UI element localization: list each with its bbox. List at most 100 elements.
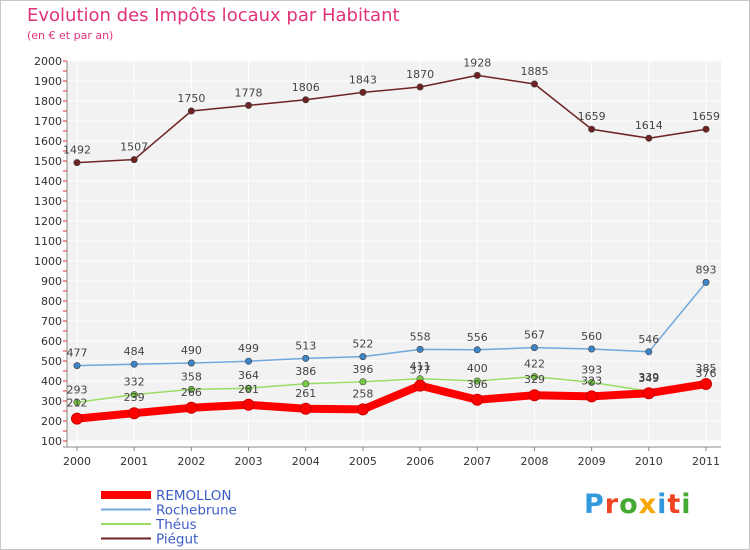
y-tick-label: 1300 [34,195,62,208]
series-line-rochebrune [76,281,707,367]
data-label: 499 [238,342,259,355]
data-label: 293 [67,383,88,396]
data-point [473,377,481,385]
data-point [585,390,598,403]
x-tick-label: 2009 [578,455,606,468]
data-point [356,403,369,416]
x-tick-label: 2002 [177,455,205,468]
data-label: 1659 [578,110,606,123]
y-tick-label: 1500 [34,155,62,168]
plot-area [67,61,721,441]
data-point [645,134,653,142]
x-tick-label: 2011 [692,455,720,468]
data-label: 556 [467,331,488,344]
data-label: 349 [638,372,659,385]
data-point [530,344,538,352]
data-label: 484 [124,345,145,358]
logo-letter: P [584,489,605,520]
data-label: 1778 [235,86,263,99]
data-label: 477 [67,347,88,360]
y-tick-label: 500 [41,355,62,368]
data-point [416,345,424,353]
y-tick-label: 300 [41,395,62,408]
data-label: 261 [295,387,316,400]
y-tick-label: 600 [41,335,62,348]
y-tick-label: 1700 [34,115,62,128]
data-label: 1843 [349,73,377,86]
proxiti-logo: Proxiti [584,489,692,520]
data-point [245,101,253,109]
y-tick-label: 700 [41,315,62,328]
y-tick-label: 1000 [34,255,62,268]
data-point [302,354,310,362]
data-label: 329 [524,373,545,386]
chart-subtitle: (en € et par an) [27,29,114,42]
data-label: 386 [295,365,316,378]
y-tick-label: 2000 [34,55,62,68]
data-point [73,362,81,370]
x-tick-label: 2006 [406,455,434,468]
data-point [588,125,596,133]
data-label: 400 [467,362,488,375]
data-label: 377 [410,364,431,377]
y-tick-label: 1200 [34,215,62,228]
data-point [359,353,367,361]
data-point [471,393,484,406]
data-label: 339 [638,371,659,384]
data-label: 490 [181,344,202,357]
data-point [528,389,541,402]
x-tick-label: 2007 [463,455,491,468]
series-line-théus [76,375,707,404]
data-point [130,156,138,164]
data-point [187,107,195,115]
data-label: 266 [181,386,202,399]
data-label: 306 [467,378,488,391]
data-label: 522 [352,338,373,351]
x-tick-label: 2004 [292,455,320,468]
series-line-piégut [76,74,707,164]
logo-letter: i [681,489,692,520]
data-point [128,407,141,420]
data-point [700,378,712,390]
y-tick-label: 1600 [34,135,62,148]
data-label: 513 [295,339,316,352]
data-point [588,345,596,353]
data-label: 258 [352,387,373,400]
y-tick-label: 800 [41,295,62,308]
y-tick-label: 100 [41,435,62,448]
data-point [530,373,538,381]
legend-label: REMOLLON [156,488,231,504]
data-label: 893 [696,263,717,276]
data-point [185,401,198,414]
chart-title: Evolution des Impôts locaux par Habitant [27,5,400,26]
x-tick-label: 2008 [520,455,548,468]
series-line-remollon [73,380,710,423]
data-label: 1614 [635,119,663,132]
data-point [416,83,424,91]
data-labels: 212 239 266 281 261 258 377 306 329 323 339 385 477 4… [63,56,720,409]
data-point [71,412,83,425]
data-label: 1928 [463,56,491,69]
data-label: 212 [67,397,88,410]
data-point [130,360,138,368]
data-label: 393 [581,363,602,376]
y-tick-label: 200 [41,415,62,428]
data-point [73,398,81,406]
data-point [702,125,710,133]
data-point [588,378,596,386]
logo-letter: x [638,489,658,520]
data-label: 1507 [120,141,148,154]
legend-label: Théus [155,517,197,533]
data-label: 385 [696,362,717,375]
data-point [245,384,253,392]
data-label: 364 [238,369,259,382]
data-label: 396 [352,363,373,376]
y-tick-label: 1800 [34,95,62,108]
data-label: 281 [238,383,259,396]
data-point [359,378,367,386]
data-label: 376 [696,367,717,380]
legend-label: Rochebrune [156,503,237,519]
data-point [187,359,195,367]
